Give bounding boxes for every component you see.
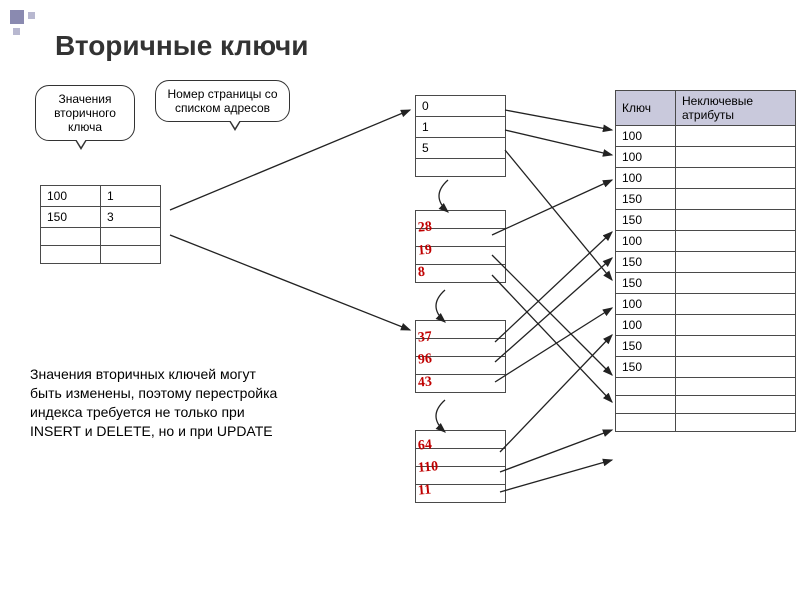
bubble-key-values: Значения вторичного ключа — [35, 85, 135, 141]
index-cell — [41, 228, 101, 246]
data-cell — [676, 414, 796, 432]
address-block-0: 015 — [415, 95, 506, 177]
data-cell — [676, 147, 796, 168]
data-cell — [676, 210, 796, 231]
index-cell — [101, 246, 161, 264]
data-cell: 100 — [616, 294, 676, 315]
data-cell: 150 — [616, 273, 676, 294]
data-cell: 150 — [616, 336, 676, 357]
bubble-key-values-text: Значения вторичного ключа — [54, 92, 116, 134]
data-cell: 100 — [616, 231, 676, 252]
index-cell — [41, 246, 101, 264]
red-annotation: 8 — [417, 265, 425, 282]
page-title: Вторичные ключи — [55, 30, 309, 62]
data-cell — [676, 231, 796, 252]
data-cell — [616, 414, 676, 432]
red-annotation: 64 — [417, 437, 432, 454]
data-cell — [676, 378, 796, 396]
data-cell — [676, 252, 796, 273]
data-header: Неключевые атрибуты — [676, 91, 796, 126]
data-cell — [676, 273, 796, 294]
index-cell — [101, 228, 161, 246]
data-cell: 100 — [616, 126, 676, 147]
data-cell — [676, 336, 796, 357]
index-cell: 1 — [101, 186, 161, 207]
index-table: 10011503 — [40, 185, 161, 264]
data-cell: 150 — [616, 252, 676, 273]
red-annotation: 28 — [417, 219, 432, 236]
red-annotation: 96 — [417, 351, 432, 368]
data-cell: 150 — [616, 357, 676, 378]
bubble-page-number-text: Номер страницы со списком адресов — [167, 87, 277, 115]
data-cell — [676, 168, 796, 189]
index-cell: 100 — [41, 186, 101, 207]
addr-cell — [416, 159, 506, 177]
data-cell: 150 — [616, 210, 676, 231]
data-cell — [676, 396, 796, 414]
data-cell: 150 — [616, 189, 676, 210]
addr-cell: 0 — [416, 96, 506, 117]
red-annotation: 110 — [417, 459, 439, 477]
data-table: КлючНеключевые атрибуты10010010015015010… — [615, 90, 796, 432]
index-cell: 150 — [41, 207, 101, 228]
data-cell — [616, 378, 676, 396]
red-annotation: 43 — [417, 374, 432, 391]
red-annotation: 37 — [417, 329, 432, 346]
addr-cell: 1 — [416, 117, 506, 138]
data-cell: 100 — [616, 168, 676, 189]
data-cell — [616, 396, 676, 414]
data-cell — [676, 189, 796, 210]
data-cell: 100 — [616, 315, 676, 336]
index-cell: 3 — [101, 207, 161, 228]
red-annotation: 19 — [417, 242, 432, 259]
red-annotation: 11 — [417, 482, 432, 499]
data-header: Ключ — [616, 91, 676, 126]
data-cell — [676, 357, 796, 378]
explanation-paragraph: Значения вторичных ключей могут быть изм… — [30, 365, 290, 441]
addr-cell — [416, 265, 506, 283]
data-cell — [676, 294, 796, 315]
data-cell — [676, 126, 796, 147]
corner-decoration — [10, 10, 50, 45]
data-cell — [676, 315, 796, 336]
bubble-page-number: Номер страницы со списком адресов — [155, 80, 290, 122]
data-cell: 100 — [616, 147, 676, 168]
addr-cell: 5 — [416, 138, 506, 159]
